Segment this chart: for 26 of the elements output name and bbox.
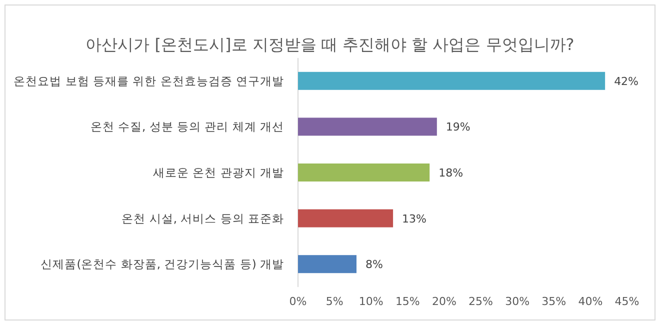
- x-tick-label: 10%: [358, 295, 384, 308]
- y-tick-label: 온천 시설, 서비스 등의 표준화: [122, 211, 284, 226]
- x-tick-label: 30%: [505, 295, 530, 308]
- y-tick-label: 새로운 온천 관광지 개발: [153, 166, 284, 180]
- bar: [298, 209, 394, 228]
- y-tick-label: 온천 수질, 성분 등의 관리 체계 개선: [90, 120, 284, 134]
- bar: [298, 164, 430, 182]
- data-label: 42%: [614, 74, 639, 88]
- x-tick-label: 20%: [432, 295, 456, 308]
- bar: [298, 118, 437, 136]
- x-tick-label: 5%: [326, 295, 344, 308]
- x-tick-label: 35%: [542, 295, 566, 308]
- x-tick-label: 15%: [395, 295, 420, 308]
- data-label: 18%: [438, 166, 464, 180]
- chart-title: 아산시가 [온천도시]로 지정받을 때 추진해야 할 사업은 무엇입니까?: [86, 35, 574, 54]
- x-tick-label: 40%: [578, 295, 603, 308]
- data-label: 13%: [402, 212, 426, 226]
- y-tick-label: 신제품(온천수 화장품, 건강기능식품 등) 개발: [40, 257, 284, 272]
- bar: [298, 72, 606, 90]
- data-label: 8%: [365, 258, 383, 272]
- x-tick-label: 0%: [289, 295, 307, 308]
- y-tick-label: 온천요법 보험 등재를 위한 온천효능검증 연구개발: [14, 74, 284, 88]
- x-tick-label: 25%: [468, 295, 494, 308]
- x-tick-label: 45%: [614, 295, 640, 308]
- data-label: 19%: [446, 120, 470, 134]
- bar: [298, 255, 356, 274]
